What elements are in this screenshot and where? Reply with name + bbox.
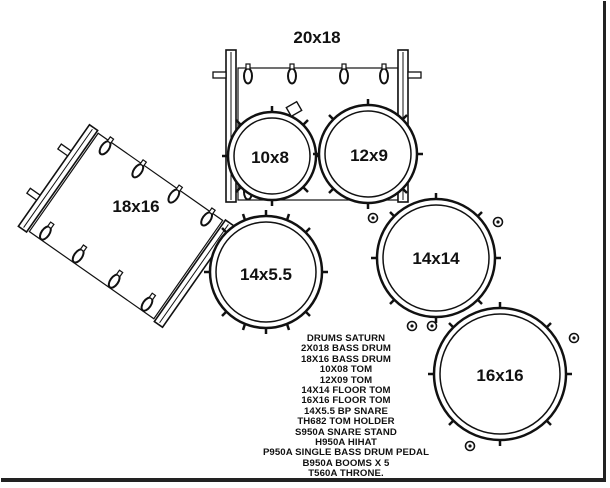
tom-12x9 <box>285 99 423 209</box>
floor-tom-16x16 <box>426 302 580 452</box>
label-14x5.5: 14x5.5 <box>240 265 292 284</box>
equipment-list-item: 18X16 BASS DRUM <box>300 353 391 365</box>
tom-10x8 <box>222 106 322 206</box>
label-20x18: 20x18 <box>293 28 340 47</box>
label-12x9: 12x9 <box>350 146 388 165</box>
label-10x8: 10x8 <box>251 148 289 167</box>
equipment-list-item: 12X09 TOM <box>319 374 373 386</box>
floor-tom-14x14 <box>367 193 504 332</box>
equipment-list-item: S950A SNARE STAND <box>295 426 397 438</box>
equipment-list-item: H950A HIHAT <box>315 437 377 449</box>
equipment-list-item: 14X5.5 BP SNARE <box>304 405 388 417</box>
equipment-list-item: 2X018 BASS DRUM <box>300 343 391 355</box>
equipment-list-item: TH682 TOM HOLDER <box>297 416 395 428</box>
label-16x16: 16x16 <box>476 366 523 385</box>
equipment-list-item: P950A SINGLE BASS DRUM PEDAL <box>262 447 430 459</box>
equipment-list: DRUMS SATURN 2X018 BASS DRUM 18X16 BASS … <box>248 333 444 480</box>
equipment-list-item: 16X16 FLOOR TOM <box>301 395 391 407</box>
equipment-list-item: 14X14 FLOOR TOM <box>301 385 391 397</box>
label-14x14: 14x14 <box>412 249 460 268</box>
diagram-frame <box>1 1 606 482</box>
bass-drum-18x16 <box>17 123 235 329</box>
label-18x16: 18x16 <box>112 197 159 216</box>
equipment-list-item: 10X08 TOM <box>319 364 373 376</box>
equipment-list-item: B950A BOOMS X 5 <box>302 457 390 469</box>
equipment-list-item: DRUMS SATURN <box>306 333 386 344</box>
equipment-list-item: T560A THRONE. <box>308 468 384 480</box>
snare-14x5.5 <box>204 210 328 334</box>
